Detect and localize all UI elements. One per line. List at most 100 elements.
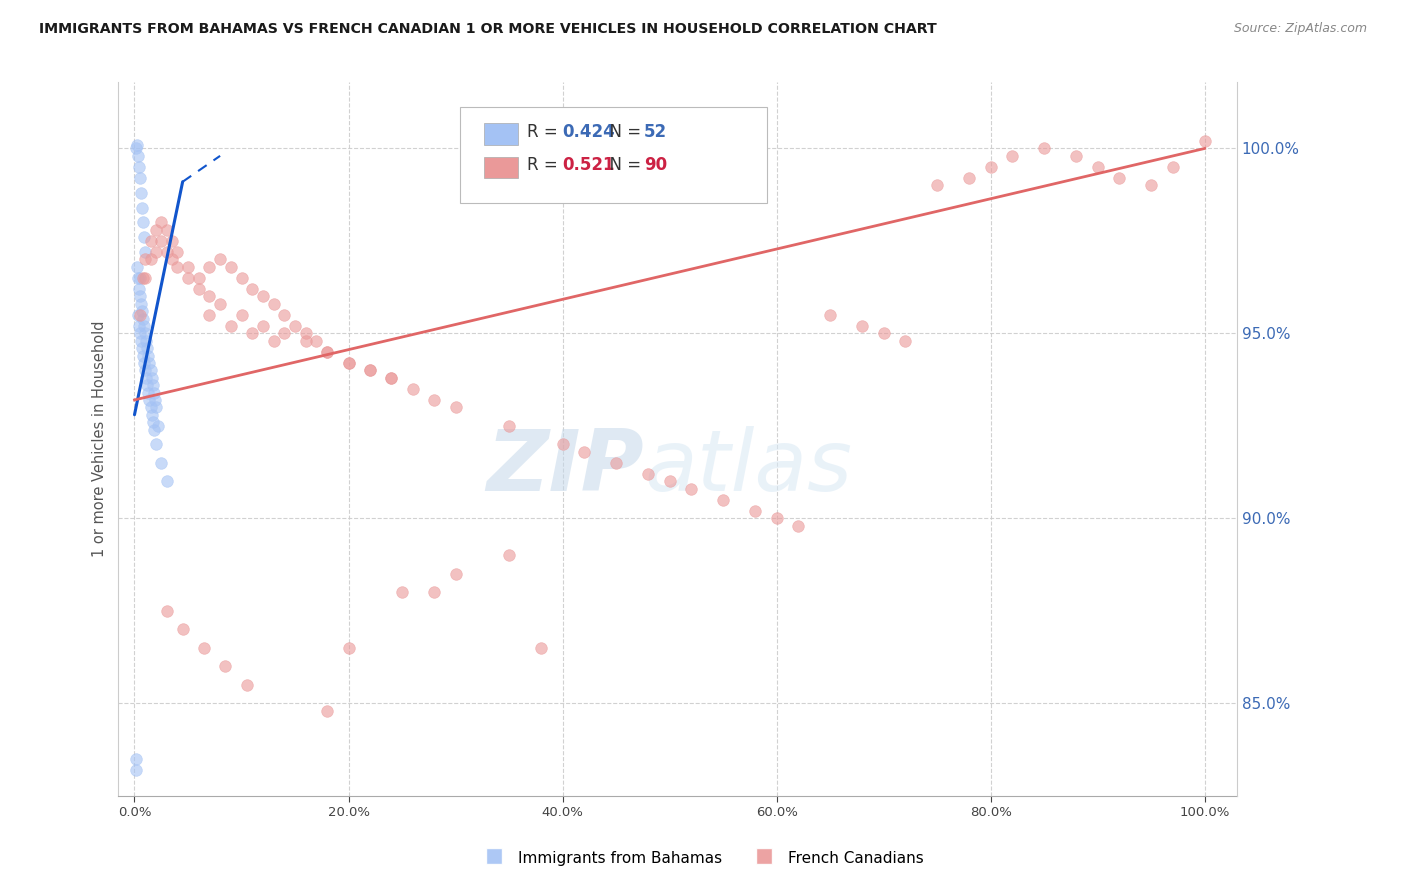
Point [1140, 178, 1163, 193]
Point [316, 344, 339, 359]
Point [150, 215, 173, 229]
Point [658, 475, 681, 489]
Point [128, 282, 150, 296]
Point [155, 245, 177, 260]
Point [236, 678, 259, 692]
Text: N =: N = [599, 123, 647, 141]
Point [284, 318, 307, 333]
Point [711, 492, 734, 507]
Point [252, 318, 274, 333]
Point [142, 378, 165, 392]
Point [135, 370, 157, 384]
Point [128, 318, 150, 333]
Point [894, 334, 917, 348]
Point [209, 297, 232, 311]
Point [605, 456, 627, 470]
Point [138, 356, 160, 370]
Point [177, 271, 200, 285]
Point [444, 566, 467, 581]
Point [1064, 149, 1087, 163]
Point [139, 234, 162, 248]
Point [765, 511, 787, 525]
Point [142, 385, 165, 400]
Point [132, 349, 155, 363]
Point [145, 437, 167, 451]
Point [530, 640, 553, 655]
Point [134, 271, 156, 285]
Point [155, 223, 177, 237]
Point [423, 585, 446, 599]
Point [240, 282, 263, 296]
Point [252, 289, 274, 303]
Point [444, 401, 467, 415]
Point [1108, 171, 1130, 186]
Point [131, 341, 153, 355]
Point [125, 260, 148, 274]
Point [337, 640, 360, 655]
Text: IMMIGRANTS FROM BAHAMAS VS FRENCH CANADIAN 1 OR MORE VEHICLES IN HOUSEHOLD CORRE: IMMIGRANTS FROM BAHAMAS VS FRENCH CANADI… [39, 22, 938, 37]
Point [127, 308, 149, 322]
Point [177, 260, 200, 274]
Text: ZIP: ZIP [486, 425, 644, 508]
Point [141, 408, 163, 422]
Point [402, 382, 425, 396]
Point [160, 234, 183, 248]
Point [127, 149, 149, 163]
Text: 0.521: 0.521 [562, 156, 614, 175]
Point [139, 401, 162, 415]
Point [131, 304, 153, 318]
Point [498, 418, 520, 433]
Point [337, 356, 360, 370]
FancyBboxPatch shape [460, 107, 768, 203]
Point [136, 341, 159, 355]
Text: 52: 52 [644, 123, 668, 141]
Point [139, 252, 162, 267]
Bar [484, 123, 517, 145]
Bar [484, 157, 517, 178]
Point [132, 311, 155, 326]
Point [380, 370, 402, 384]
Point [294, 326, 316, 341]
Point [132, 271, 155, 285]
Point [134, 245, 156, 260]
Point [128, 308, 150, 322]
Point [129, 334, 152, 348]
Point [391, 585, 413, 599]
Point [136, 378, 159, 392]
Point [150, 456, 173, 470]
Point [198, 308, 221, 322]
Point [128, 171, 150, 186]
Point [1194, 134, 1216, 148]
Point [135, 334, 157, 348]
Point [316, 704, 339, 718]
Point [198, 260, 221, 274]
Point [337, 356, 360, 370]
Point [1161, 160, 1184, 174]
Point [145, 245, 167, 260]
Point [134, 326, 156, 341]
Point [134, 363, 156, 377]
Point [187, 282, 209, 296]
Point [129, 186, 152, 200]
Point [231, 308, 253, 322]
Point [214, 659, 236, 673]
Point [145, 401, 167, 415]
Text: Source: ZipAtlas.com: Source: ZipAtlas.com [1233, 22, 1367, 36]
Point [1033, 141, 1056, 155]
Point [138, 385, 160, 400]
Point [957, 171, 980, 186]
Point [818, 308, 841, 322]
Point [134, 318, 156, 333]
Point [851, 318, 873, 333]
Point [359, 363, 381, 377]
Point [142, 423, 165, 437]
Point [128, 326, 150, 341]
Point [187, 271, 209, 285]
Point [166, 245, 188, 260]
Point [209, 252, 232, 267]
Text: 0.424: 0.424 [562, 123, 616, 141]
Text: 90: 90 [644, 156, 668, 175]
Point [273, 308, 295, 322]
Point [172, 622, 194, 636]
Point [305, 334, 328, 348]
